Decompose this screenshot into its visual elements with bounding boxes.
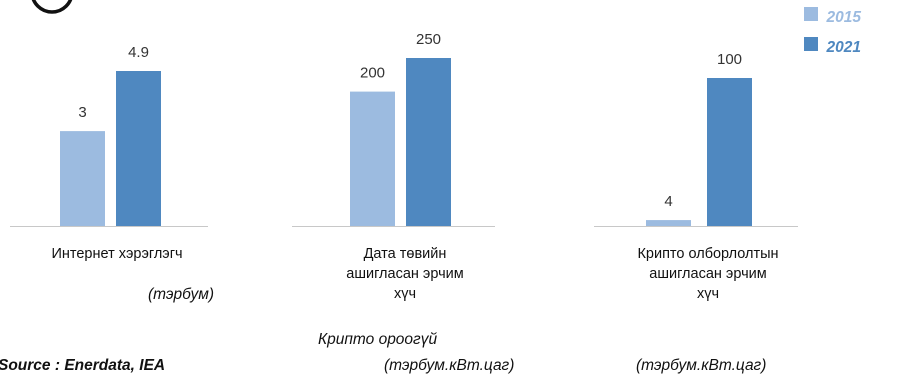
data-label-2021: 4.9 xyxy=(128,44,149,61)
category-label: Крипто олборлолтын xyxy=(637,246,778,262)
data-label-2015: 200 xyxy=(360,65,385,82)
source-note: Source : Enerdata, IEA xyxy=(0,357,165,374)
unit-label-crypto: (тэрбум.кВт.цаг) xyxy=(636,357,766,374)
legend-label-2021: 2021 xyxy=(826,39,861,56)
data-label-2015: 4 xyxy=(664,193,672,210)
category-label: Интернет хэрэглэгч xyxy=(51,246,182,262)
chart-panels: 3 4.9 Интернет хэрэглэгч 200 250 Дата төвийн а… xyxy=(10,31,798,302)
bar-2021 xyxy=(116,71,161,226)
bar-2015 xyxy=(350,91,395,226)
bar-2015 xyxy=(646,220,691,226)
panel-0: 3 4.9 Интернет хэрэглэгч xyxy=(10,44,208,262)
legend-swatch-2021 xyxy=(804,37,818,51)
data-label-2015: 3 xyxy=(78,104,86,121)
legend-swatch-2015 xyxy=(804,7,818,21)
unit-label-datacenter: (тэрбум.кВт.цаг) xyxy=(384,357,514,374)
category-label: ашигласан эрчим xyxy=(346,266,463,282)
legend-label-2015: 2015 xyxy=(826,9,862,26)
chart-legend: 2015 2021 xyxy=(804,7,861,56)
category-label: Дата төвийн xyxy=(364,246,447,262)
category-label: ашигласан эрчим xyxy=(649,266,766,282)
bar-2021 xyxy=(406,58,451,226)
panel-2: 4 100 Крипто олборлолтын ашигласан эрчим хүч xyxy=(594,51,798,302)
unit-label-internet: (тэрбум) xyxy=(148,286,214,303)
circle-icon xyxy=(31,0,73,14)
category-label: хүч xyxy=(697,286,719,302)
data-label-2021: 250 xyxy=(416,31,441,48)
bar-2021 xyxy=(707,78,752,226)
panel-1: 200 250 Дата төвийн ашигласан эрчим хүч xyxy=(292,31,495,302)
data-label-2021: 100 xyxy=(717,51,742,68)
category-label: хүч xyxy=(394,286,416,302)
unit-label-crypto-excluded: Крипто ороогүй xyxy=(318,331,437,348)
bar-2015 xyxy=(60,131,105,226)
